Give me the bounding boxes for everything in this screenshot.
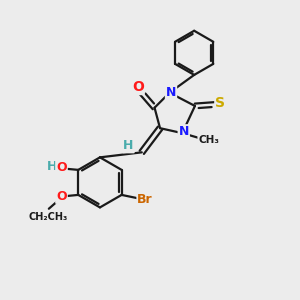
- Text: S: S: [215, 96, 225, 110]
- Text: H: H: [46, 160, 57, 172]
- Text: H: H: [123, 140, 134, 152]
- Text: O: O: [132, 80, 144, 94]
- Text: CH₂CH₃: CH₂CH₃: [28, 212, 68, 222]
- Text: CH₃: CH₃: [198, 135, 219, 145]
- Text: Br: Br: [137, 194, 153, 206]
- Text: O: O: [56, 161, 67, 174]
- Text: N: N: [166, 86, 176, 99]
- Text: N: N: [178, 125, 189, 138]
- Text: O: O: [56, 190, 67, 203]
